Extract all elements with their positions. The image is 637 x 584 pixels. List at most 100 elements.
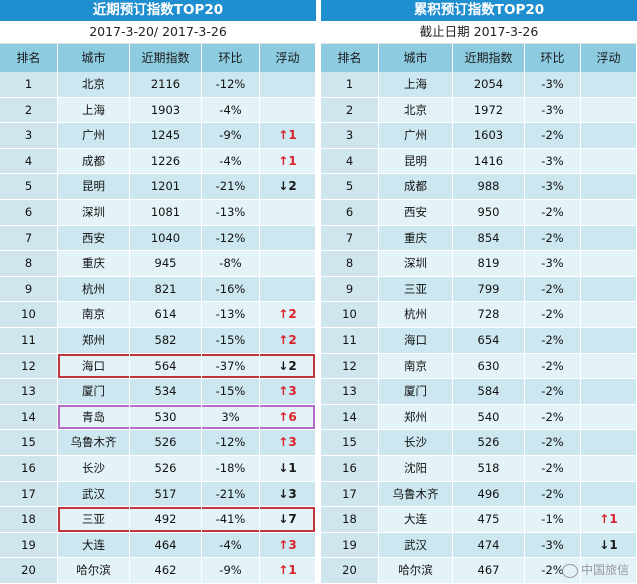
- change-cell: -2%: [525, 225, 581, 252]
- rank-cell: 4: [0, 148, 58, 175]
- city-cell: 广州: [379, 123, 453, 149]
- rank-cell: 5: [321, 174, 379, 200]
- rank-cell: 20: [0, 558, 58, 584]
- city-cell: 杭州: [379, 302, 453, 328]
- rank-cell: 17: [321, 481, 379, 508]
- float-cell: ↓2: [260, 353, 316, 380]
- change-cell: 3%: [202, 404, 260, 431]
- change-cell: -1%: [525, 507, 581, 533]
- rank-down-indicator: ↓1: [278, 460, 297, 475]
- index-cell: 526: [130, 430, 202, 456]
- change-cell: -2%: [525, 379, 581, 405]
- index-cell: 799: [453, 276, 525, 303]
- city-cell: 哈尔滨: [379, 558, 453, 584]
- cumulative-booking-panel: 累积预订指数TOP20 截止日期 2017-3-26 排名 城市 近期指数 环比…: [321, 0, 637, 584]
- rank-cell: 11: [321, 327, 379, 354]
- rank-cell: 10: [321, 302, 379, 328]
- city-cell: 武汉: [379, 532, 453, 559]
- rank-cell: 5: [0, 174, 58, 200]
- rank-cell: 2: [321, 97, 379, 124]
- change-cell: -2%: [525, 481, 581, 508]
- float-cell: [581, 430, 637, 456]
- change-cell: -2%: [525, 327, 581, 354]
- float-cell: ↑3: [260, 379, 316, 405]
- float-cell: ↑2: [260, 327, 316, 354]
- change-cell: -2%: [525, 404, 581, 431]
- index-cell: 464: [130, 532, 202, 559]
- rank-cell: 13: [0, 379, 58, 405]
- header-change: 环比: [525, 44, 581, 72]
- change-cell: -21%: [202, 174, 260, 200]
- city-cell: 长沙: [379, 430, 453, 456]
- header-rank: 排名: [321, 44, 379, 72]
- float-cell: [260, 276, 316, 303]
- float-cell: ↑3: [260, 532, 316, 559]
- float-cell: ↑1: [260, 123, 316, 149]
- index-cell: 1201: [130, 174, 202, 200]
- index-cell: 540: [453, 404, 525, 431]
- change-cell: -12%: [202, 72, 260, 98]
- city-cell: 长沙: [58, 455, 130, 482]
- header-city: 城市: [379, 44, 453, 72]
- rank-up-indicator: ↑3: [278, 384, 297, 399]
- city-cell: 乌鲁木齐: [58, 430, 130, 456]
- index-cell: 526: [453, 430, 525, 456]
- city-cell: 三亚: [58, 507, 130, 533]
- change-cell: -13%: [202, 302, 260, 328]
- change-cell: -18%: [202, 455, 260, 482]
- change-cell: -15%: [202, 327, 260, 354]
- index-cell: 530: [130, 404, 202, 431]
- rank-cell: 9: [0, 276, 58, 303]
- change-cell: -3%: [525, 251, 581, 277]
- change-cell: -41%: [202, 507, 260, 533]
- header-city: 城市: [58, 44, 130, 72]
- float-cell: [581, 379, 637, 405]
- float-cell: [260, 199, 316, 226]
- city-cell: 厦门: [379, 379, 453, 405]
- header-index: 近期指数: [453, 44, 525, 72]
- float-cell: ↓1: [581, 532, 637, 559]
- city-cell: 昆明: [379, 148, 453, 175]
- change-cell: -3%: [525, 532, 581, 559]
- city-cell: 西安: [58, 225, 130, 252]
- city-cell: 昆明: [58, 174, 130, 200]
- index-cell: 819: [453, 251, 525, 277]
- rank-up-indicator: ↑3: [278, 537, 297, 552]
- change-cell: -9%: [202, 123, 260, 149]
- recent-booking-panel: 近期预订指数TOP20 2017-3-20/ 2017-3-26 排名 城市 近…: [0, 0, 316, 584]
- rank-cell: 19: [321, 532, 379, 559]
- index-cell: 950: [453, 199, 525, 226]
- rank-cell: 17: [0, 481, 58, 508]
- rank-cell: 14: [0, 404, 58, 431]
- index-cell: 1226: [130, 148, 202, 175]
- rank-cell: 18: [0, 507, 58, 533]
- panel-title: 近期预订指数TOP20: [0, 0, 316, 21]
- float-cell: ↓2: [260, 174, 316, 200]
- rank-cell: 20: [321, 558, 379, 584]
- index-cell: 614: [130, 302, 202, 328]
- rank-cell: 6: [0, 199, 58, 226]
- rank-cell: 14: [321, 404, 379, 431]
- city-cell: 重庆: [58, 251, 130, 277]
- cutoff-date: 截止日期 2017-3-26: [321, 21, 637, 44]
- city-cell: 三亚: [379, 276, 453, 303]
- city-cell: 南京: [379, 353, 453, 380]
- float-cell: [581, 251, 637, 277]
- index-cell: 854: [453, 225, 525, 252]
- watermark-text: 中国旅信: [580, 563, 629, 577]
- rank-cell: 11: [0, 327, 58, 354]
- rank-cell: 10: [0, 302, 58, 328]
- rank-cell: 7: [0, 225, 58, 252]
- index-cell: 821: [130, 276, 202, 303]
- rank-cell: 1: [0, 72, 58, 98]
- city-cell: 南京: [58, 302, 130, 328]
- rank-up-indicator: ↑1: [278, 153, 297, 168]
- index-cell: 475: [453, 507, 525, 533]
- index-cell: 462: [130, 558, 202, 584]
- index-cell: 496: [453, 481, 525, 508]
- ranking-table: 排名 城市 近期指数 环比 浮动 1 北京 2116 -12% 2 上海 1903 -4% 3 广…: [0, 44, 316, 584]
- rank-up-indicator: ↑2: [278, 332, 297, 347]
- city-cell: 乌鲁木齐: [379, 481, 453, 508]
- rank-down-indicator: ↓3: [278, 486, 297, 501]
- rank-cell: 19: [0, 532, 58, 559]
